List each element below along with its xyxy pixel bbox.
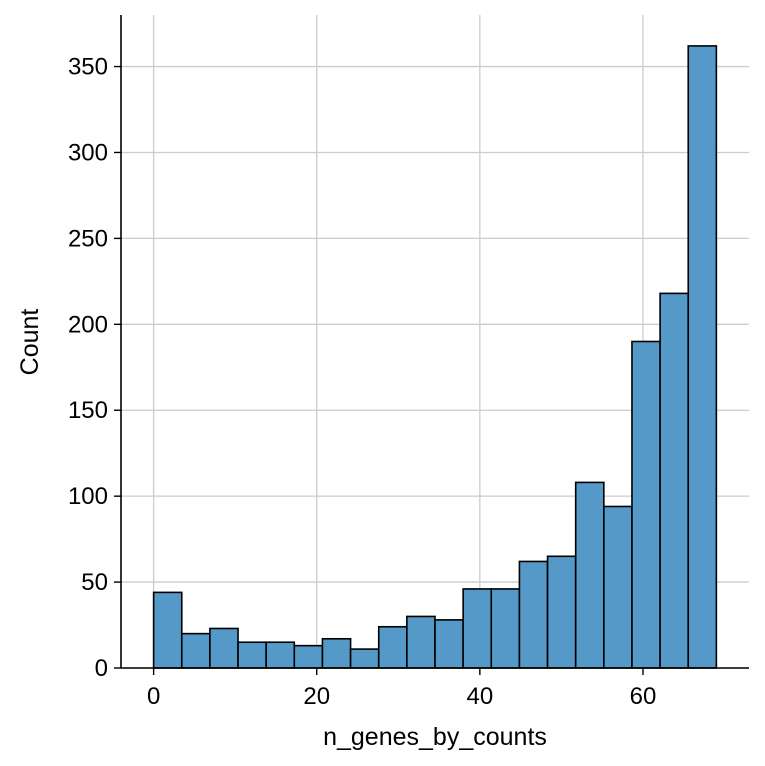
y-axis-label: Count — [16, 309, 44, 376]
y-tick-label: 0 — [95, 655, 108, 682]
histogram-bar — [546, 555, 577, 669]
histogram-bar — [209, 627, 239, 669]
histogram-bar — [518, 560, 549, 669]
histogram-bar — [490, 588, 521, 669]
y-tick-label: 300 — [68, 139, 108, 166]
y-tick-label: 100 — [68, 483, 108, 510]
y-tick-label: 50 — [81, 569, 108, 596]
histogram-bar — [406, 615, 436, 669]
x-tick-label: 20 — [303, 683, 330, 710]
y-axis-ticks: 0 50 100 150 200 250 300 350 — [68, 54, 121, 682]
x-axis-label: n_genes_by_counts — [323, 723, 547, 751]
histogram-bar — [659, 292, 690, 669]
histogram-bar — [377, 625, 408, 669]
histogram-bar — [574, 481, 605, 669]
histogram-bar — [462, 588, 493, 669]
histogram-bar — [152, 591, 183, 669]
histogram-bar — [293, 644, 324, 669]
y-tick-label: 350 — [68, 54, 108, 81]
x-tick-label: 40 — [467, 683, 494, 710]
y-tick-label: 200 — [68, 311, 108, 338]
x-tick-label: 60 — [630, 683, 657, 710]
y-tick-label: 150 — [68, 397, 108, 424]
histogram-bar — [631, 340, 661, 669]
histogram-bar — [321, 637, 352, 669]
histogram-bar — [349, 648, 380, 669]
histogram-bar — [434, 619, 464, 669]
y-tick-label: 250 — [68, 225, 108, 252]
histogram-bar — [265, 641, 296, 669]
histogram-bar — [687, 45, 718, 669]
histogram-bars — [152, 45, 718, 669]
x-tick-label: 0 — [147, 683, 160, 710]
x-axis-ticks: 0 20 40 60 — [147, 668, 656, 710]
histogram-bar — [237, 641, 267, 669]
histogram-bar — [180, 632, 211, 669]
histogram-bar — [603, 505, 633, 669]
